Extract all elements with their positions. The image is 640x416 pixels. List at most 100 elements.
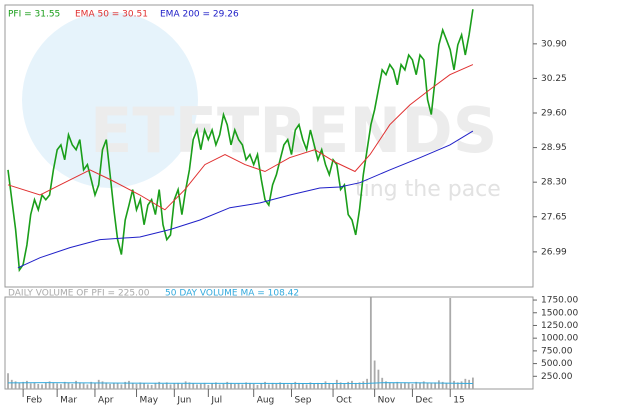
volume-bar	[139, 382, 142, 389]
volume-bar	[131, 382, 134, 389]
volume-bar	[67, 382, 70, 389]
volume-bar	[260, 383, 263, 389]
volume-bar	[241, 384, 244, 389]
volume-bar	[419, 382, 421, 389]
volume-bar	[14, 381, 17, 389]
y-tick-label: 28.30	[541, 178, 567, 188]
y-tick-label: 30.90	[541, 39, 567, 49]
volume-bar	[116, 383, 119, 389]
series-line	[7, 64, 474, 211]
volume-bar	[135, 383, 138, 389]
volume-bar	[101, 381, 104, 389]
volume-bar	[26, 380, 28, 389]
volume-bar	[41, 384, 43, 389]
legend-entry: 50 DAY VOLUME MA = 108.42	[165, 289, 299, 299]
volume-bar	[271, 382, 274, 389]
volume-bar	[22, 381, 25, 389]
y-tick-label: 1250.00	[541, 321, 578, 331]
series-line	[7, 382, 473, 385]
volume-bar	[441, 381, 444, 389]
volume-bar	[162, 383, 164, 389]
x-tick-label: Oct	[336, 396, 352, 406]
volume-bar	[230, 382, 232, 389]
volume-bar	[453, 380, 455, 389]
y-tick-label: 250.00	[541, 372, 573, 382]
watermark-circle	[22, 12, 198, 188]
y-tick-label: 1750.00	[541, 296, 578, 306]
legend-entry: EMA 50 = 30.51	[75, 10, 148, 20]
volume-bar	[351, 380, 353, 389]
volume-bar	[430, 383, 433, 389]
volume-bar	[256, 384, 259, 389]
volume-bar	[211, 383, 214, 389]
y-tick-label: 30.25	[541, 74, 567, 84]
volume-bar	[407, 382, 410, 389]
volume-bar	[426, 382, 429, 389]
y-tick-label: 750.00	[541, 346, 573, 356]
legend-entry: PFI = 31.55	[8, 10, 60, 20]
volume-bar	[460, 381, 463, 389]
volume-bar	[177, 382, 180, 389]
volume-bar	[347, 381, 350, 389]
volume-bar	[290, 383, 293, 389]
x-tick-label: May	[140, 396, 159, 406]
volume-bar	[196, 384, 198, 389]
volume-bar	[358, 382, 361, 389]
volume-bar	[456, 382, 459, 389]
y-tick-label: 1500.00	[541, 308, 578, 318]
volume-bar	[29, 383, 32, 389]
volume-bar	[283, 383, 285, 389]
volume-bar	[472, 377, 474, 389]
volume-bar	[214, 382, 217, 389]
volume-bar	[173, 383, 176, 389]
x-tick-label: 15	[453, 396, 464, 406]
volume-bar	[403, 382, 406, 389]
volume-bar	[373, 360, 376, 389]
volume-bar	[7, 373, 9, 389]
volume-bar	[237, 383, 240, 389]
y-tick-label: 26.99	[541, 247, 567, 257]
volume-bar	[264, 381, 266, 389]
volume-bar	[245, 382, 248, 389]
volume-bar	[385, 381, 387, 389]
volume-bar	[60, 384, 62, 389]
legend-entry: EMA 200 = 29.26	[160, 10, 239, 20]
volume-bar	[203, 382, 206, 389]
volume-bar	[324, 381, 327, 389]
series-line	[7, 9, 474, 273]
volume-bar	[301, 383, 304, 389]
volume-bar	[154, 382, 157, 389]
y-tick-label: 28.95	[541, 143, 567, 153]
x-tick-label: Jun	[176, 396, 191, 406]
volume-bar	[150, 384, 153, 389]
volume-bar	[18, 382, 21, 389]
volume-bar	[146, 384, 149, 389]
volume-bar	[369, 297, 372, 389]
x-tick-label: Dec	[415, 396, 432, 406]
volume-bar	[112, 382, 115, 389]
volume-bar	[286, 384, 289, 389]
volume-bar	[362, 381, 365, 389]
volume-bar	[82, 383, 85, 389]
y-tick-label: 1000.00	[541, 334, 578, 344]
volume-bar	[180, 383, 183, 389]
volume-bar	[377, 369, 380, 389]
volume-bar	[396, 381, 399, 389]
legend-entry: DAILY VOLUME OF PFI = 225.00	[8, 289, 150, 299]
volume-bar	[411, 383, 414, 389]
volume-bar	[105, 382, 108, 389]
volume-bar	[44, 382, 47, 389]
volume-bar	[218, 384, 221, 389]
volume-bar	[317, 382, 319, 389]
volume-bar	[422, 381, 425, 389]
volume-bar	[233, 383, 236, 389]
x-tick-label: Feb	[26, 396, 42, 406]
volume-bar	[313, 383, 316, 389]
volume-bar	[445, 382, 448, 389]
volume-bar	[343, 383, 346, 389]
volume-bar	[252, 383, 255, 389]
volume-bar	[94, 382, 96, 389]
volume-bar	[415, 381, 418, 389]
volume-bar	[169, 384, 172, 389]
